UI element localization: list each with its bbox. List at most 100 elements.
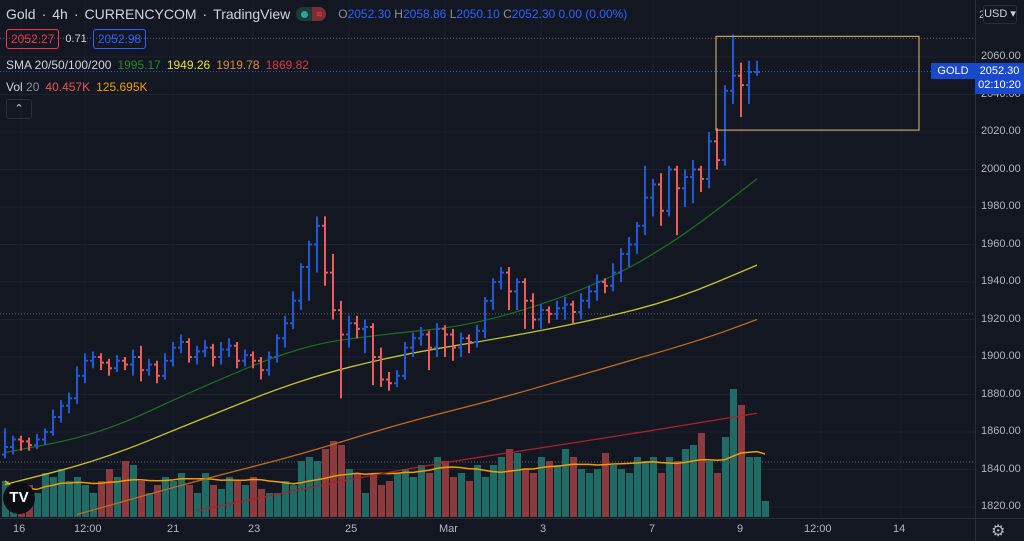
ohlc-bar: [386, 372, 392, 391]
volume-bar: [282, 481, 289, 517]
volume-bar: [514, 453, 521, 517]
ohlc-bar: [210, 343, 216, 367]
time-axis-label: 9: [737, 523, 744, 535]
ohlc-bar: [682, 169, 688, 207]
tradingview-logo[interactable]: TV: [3, 482, 35, 514]
volume-bar: [570, 457, 577, 517]
ohlc-bar: [338, 300, 344, 399]
ohlc-bar: [114, 355, 120, 372]
symbol-name[interactable]: Gold: [6, 6, 36, 22]
ohlc-bar: [58, 400, 64, 423]
sma200-line: [196, 412, 758, 512]
volume-bar: [586, 473, 593, 517]
volume-bar: [490, 465, 497, 517]
volume-bar: [130, 465, 137, 517]
volume-bar: [186, 485, 193, 517]
time-axis-label: 3: [540, 523, 547, 535]
volume-bar: [274, 493, 281, 517]
ohlc-bar: [562, 297, 568, 320]
ohlc-bar: [274, 334, 280, 363]
ohlc-bar: [474, 325, 480, 348]
volume-bar: [546, 461, 553, 517]
ohlc-bar: [18, 435, 24, 451]
buy-button[interactable]: 2052.98: [92, 29, 147, 49]
volume-bar: [746, 457, 753, 517]
volume-bar: [210, 485, 217, 517]
volume-bar: [146, 493, 153, 517]
price-axis-label: 1880.00: [981, 388, 1021, 400]
volume-bar: [74, 477, 81, 517]
ohlc-bar: [74, 366, 80, 404]
currency-select[interactable]: USD ▾: [983, 5, 1017, 24]
volume-bar: [82, 485, 89, 517]
volume-bar: [250, 477, 257, 517]
volume-bar: [538, 457, 545, 517]
ohlc-bar: [690, 160, 696, 204]
volume-bar: [562, 449, 569, 517]
volume-bar: [98, 481, 105, 517]
ohlc-bar: [754, 60, 760, 76]
ohlc-bar: [602, 278, 608, 294]
volume-bar: [482, 477, 489, 517]
ohlc-bar: [642, 165, 648, 236]
ohlc-bar: [722, 85, 728, 166]
volume-bar: [650, 457, 657, 517]
price-axis-label: 2020.00: [981, 125, 1021, 137]
ohlc-bar: [498, 267, 504, 290]
volume-bar: [522, 469, 529, 517]
volume-bar: [554, 465, 561, 517]
interval[interactable]: 4h: [52, 6, 68, 22]
market-status-toggle[interactable]: ≋: [296, 7, 327, 21]
volume-bar: [658, 473, 665, 517]
ohlc-bar: [330, 253, 336, 320]
volume-bar: [58, 469, 65, 517]
collapse-legend-button[interactable]: ⌃: [6, 99, 32, 119]
ohlc-bar: [362, 319, 368, 354]
volume-bar: [378, 485, 385, 517]
volume-bar: [330, 441, 337, 517]
volume-bar: [162, 477, 169, 517]
ohlc-bar: [458, 332, 464, 357]
ohlc-bar: [714, 128, 720, 170]
price-axis-label: 1940.00: [981, 275, 1021, 287]
ohlc-bar: [202, 340, 208, 357]
sma100-line: [76, 318, 758, 516]
price-axis-label: 1980.00: [981, 200, 1021, 212]
ohlc-bar: [154, 360, 160, 384]
volume-bar: [322, 449, 329, 517]
price-axis-label: 1860.00: [981, 425, 1021, 437]
time-axis-label: 12:00: [804, 523, 832, 535]
volume-bar: [722, 437, 729, 517]
volume-bar: [618, 469, 625, 517]
volume-bar: [634, 457, 641, 517]
ohlc-bar: [650, 178, 656, 217]
ohlc-bar: [626, 237, 632, 267]
volume-legend[interactable]: Vol 20 40.457K 125.695K: [6, 80, 148, 94]
ohlc-bar: [106, 358, 112, 376]
volume-bar: [362, 493, 369, 517]
volume-bar: [506, 449, 513, 517]
volume-bar: [386, 481, 393, 517]
ohlc-bar: [178, 334, 184, 354]
ohlc-bar: [90, 351, 96, 369]
price-axis-label: 1920.00: [981, 313, 1021, 325]
volume-bar: [498, 457, 505, 517]
volume-bar: [762, 501, 769, 517]
volume-bar: [578, 469, 585, 517]
ohlc-bar: [402, 342, 408, 380]
ohlc-bar: [482, 297, 488, 339]
gear-icon[interactable]: ⚙: [991, 523, 1006, 540]
sma-legend[interactable]: SMA 20/50/100/200 1995.17 1949.26 1919.7…: [6, 58, 309, 72]
sell-button[interactable]: 2052.27: [6, 29, 60, 49]
ohlc-bar: [706, 132, 712, 189]
volume-bar: [178, 473, 185, 517]
time-axis-label: 25: [345, 523, 358, 535]
ohlc-bar: [514, 278, 520, 311]
ohlc-bar: [442, 325, 448, 357]
time-axis-label: 7: [649, 523, 656, 535]
status-dot-icon: [301, 10, 309, 18]
volume-bar: [290, 485, 297, 517]
ohlc-bar: [634, 222, 640, 254]
ohlc-bar: [730, 34, 736, 104]
